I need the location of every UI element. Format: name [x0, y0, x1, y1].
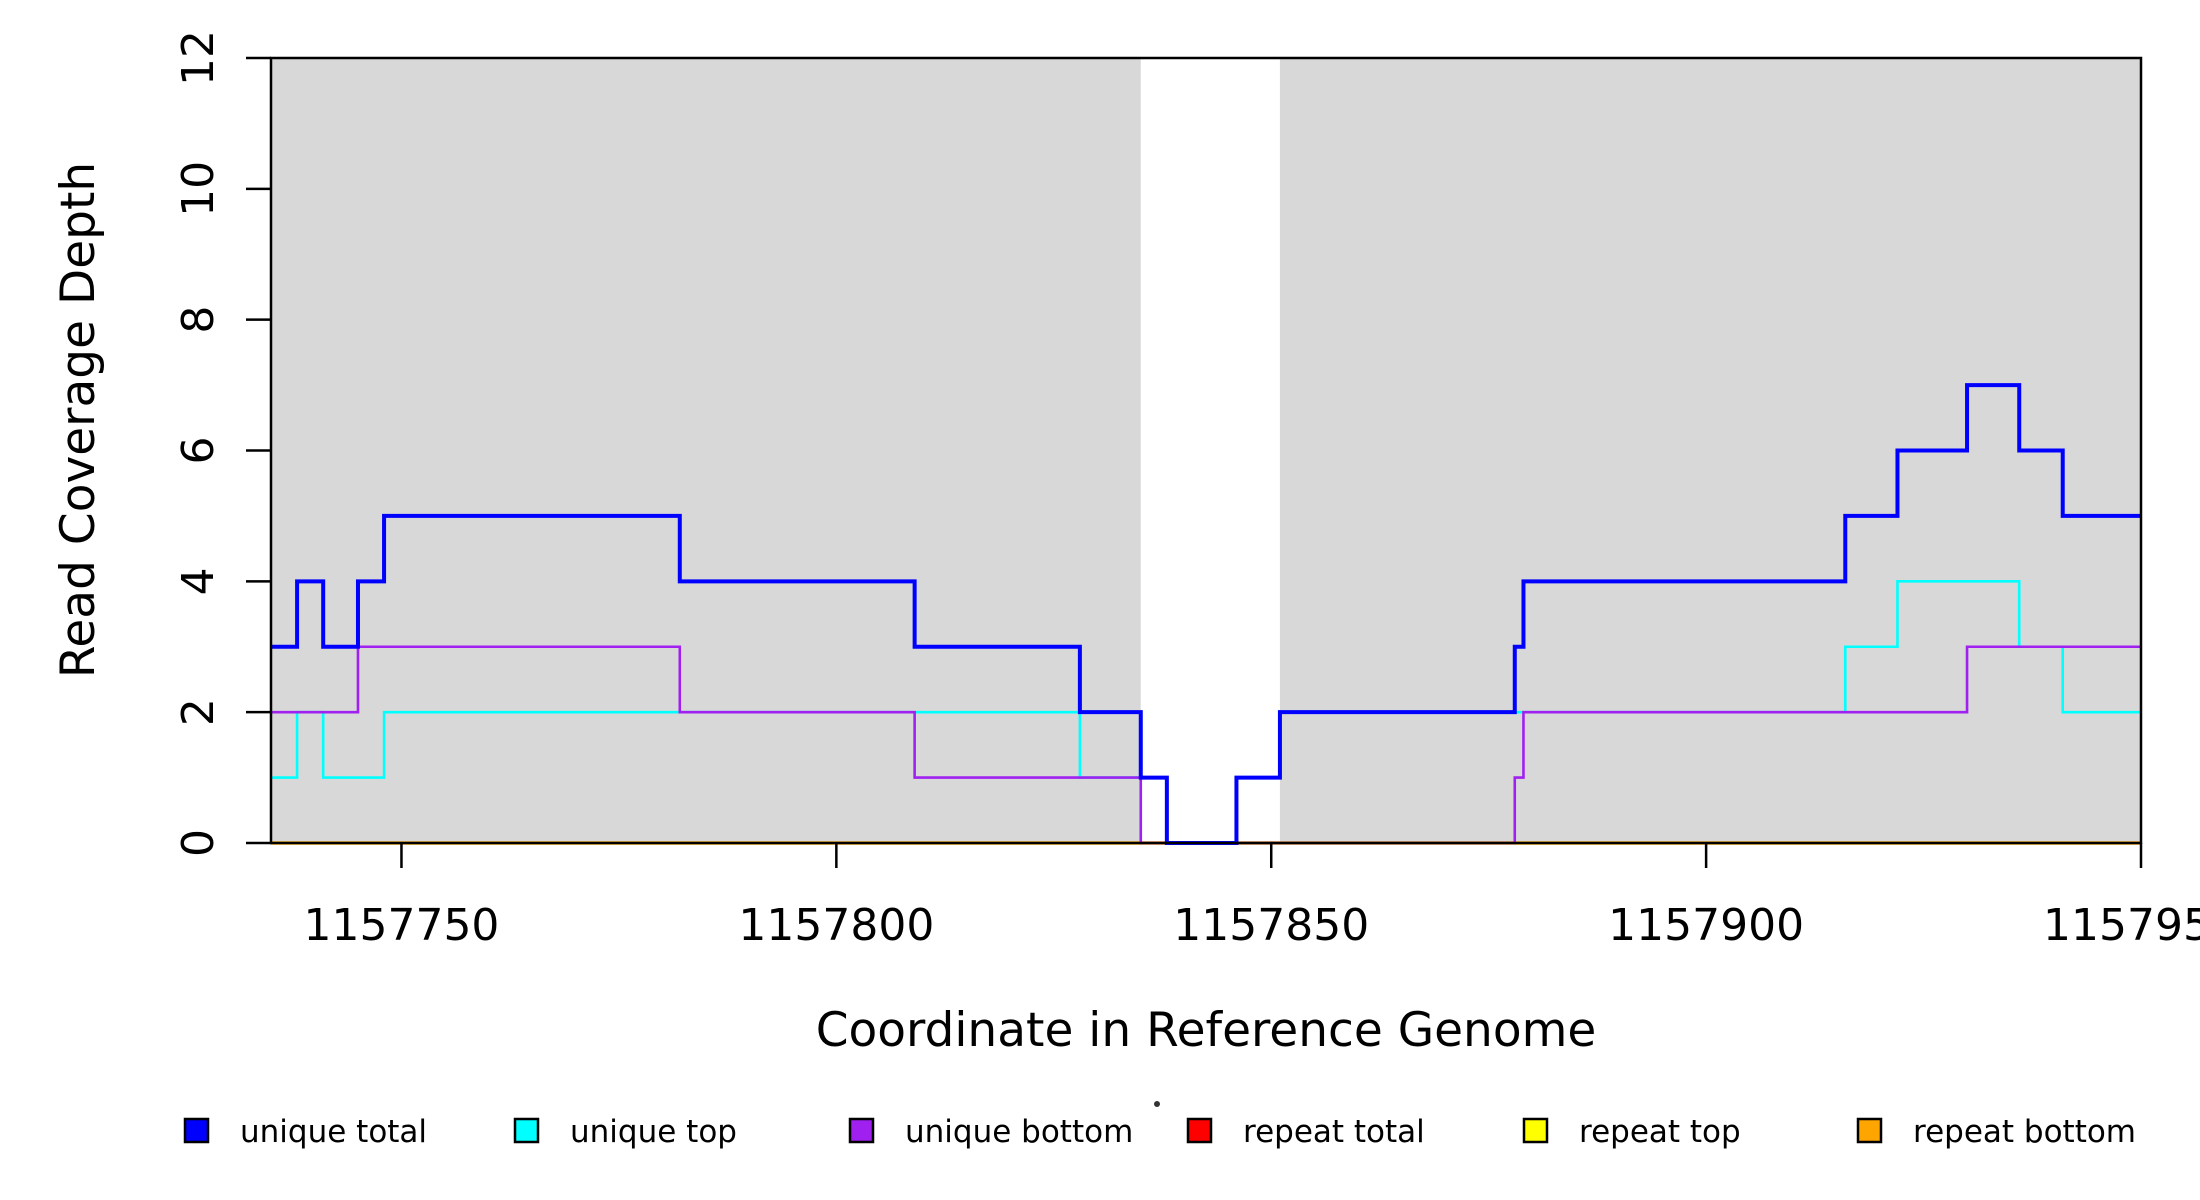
legend-item-repeat-top: repeat top: [1522, 1114, 1741, 1150]
legend-item-unique-bottom: unique bottom: [848, 1114, 1133, 1150]
legend-label-unique-bottom: unique bottom: [905, 1114, 1133, 1150]
y-tick-label-10: 10: [173, 161, 224, 217]
legend-swatch-repeat-top: [1522, 1117, 1549, 1144]
x-tick-label-1157800: 1157800: [738, 900, 934, 951]
legend-label-repeat-bottom: repeat bottom: [1913, 1114, 2136, 1150]
legend-swatch-unique-bottom: [848, 1117, 875, 1144]
shaded-regions: [271, 58, 2141, 843]
x-axis-title: Coordinate in Reference Genome: [816, 1003, 1597, 1058]
series-line-unique-bottom: [271, 645, 2141, 845]
legend-swatch-unique-top: [513, 1117, 540, 1144]
legend-item-unique-total: unique total: [183, 1114, 427, 1150]
x-tick-label-1157750: 1157750: [303, 900, 499, 951]
legend-swatch-repeat-total: [1186, 1117, 1213, 1144]
legend-swatch-repeat-bottom: [1856, 1117, 1883, 1144]
y-tick-label-0: 0: [173, 829, 224, 857]
x-tick-label-1157900: 1157900: [1608, 900, 1804, 951]
x-tick-label-1157850: 1157850: [1173, 900, 1369, 951]
y-tick-label-8: 8: [173, 306, 224, 334]
y-tick-label-4: 4: [173, 567, 224, 595]
legend-label-unique-top: unique top: [570, 1114, 737, 1150]
legend-swatch-unique-total: [183, 1117, 210, 1144]
stray-dot: [1154, 1101, 1160, 1107]
legend-item-repeat-bottom: repeat bottom: [1856, 1114, 2136, 1150]
legend-item-repeat-total: repeat total: [1186, 1114, 1425, 1150]
y-tick-label-2: 2: [173, 698, 224, 726]
left-shaded-region: [271, 58, 1141, 843]
y-axis-title: Read Coverage Depth: [51, 162, 106, 678]
legend-label-repeat-top: repeat top: [1579, 1114, 1741, 1150]
legend-label-unique-total: unique total: [240, 1114, 427, 1150]
axis-ticks: [246, 56, 2143, 868]
legend-item-unique-top: unique top: [513, 1114, 737, 1150]
legend: unique total unique top unique bottom repea…: [183, 1114, 2136, 1150]
right-shaded-region: [1279, 58, 2141, 843]
y-tick-label-6: 6: [173, 437, 224, 465]
legend-label-repeat-total: repeat total: [1243, 1114, 1425, 1150]
y-tick-label-12: 12: [173, 30, 224, 86]
